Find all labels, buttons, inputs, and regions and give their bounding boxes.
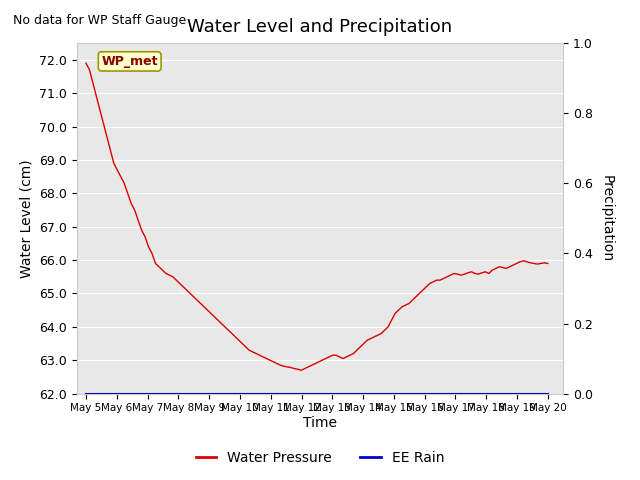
- Legend: Water Pressure, EE Rain: Water Pressure, EE Rain: [190, 445, 450, 471]
- X-axis label: Time: Time: [303, 416, 337, 430]
- Y-axis label: Precipitation: Precipitation: [600, 175, 614, 262]
- Title: Water Level and Precipitation: Water Level and Precipitation: [188, 18, 452, 36]
- Y-axis label: Water Level (cm): Water Level (cm): [20, 159, 33, 278]
- Text: WP_met: WP_met: [101, 55, 158, 68]
- Text: No data for WP Staff Gauge: No data for WP Staff Gauge: [13, 14, 186, 27]
